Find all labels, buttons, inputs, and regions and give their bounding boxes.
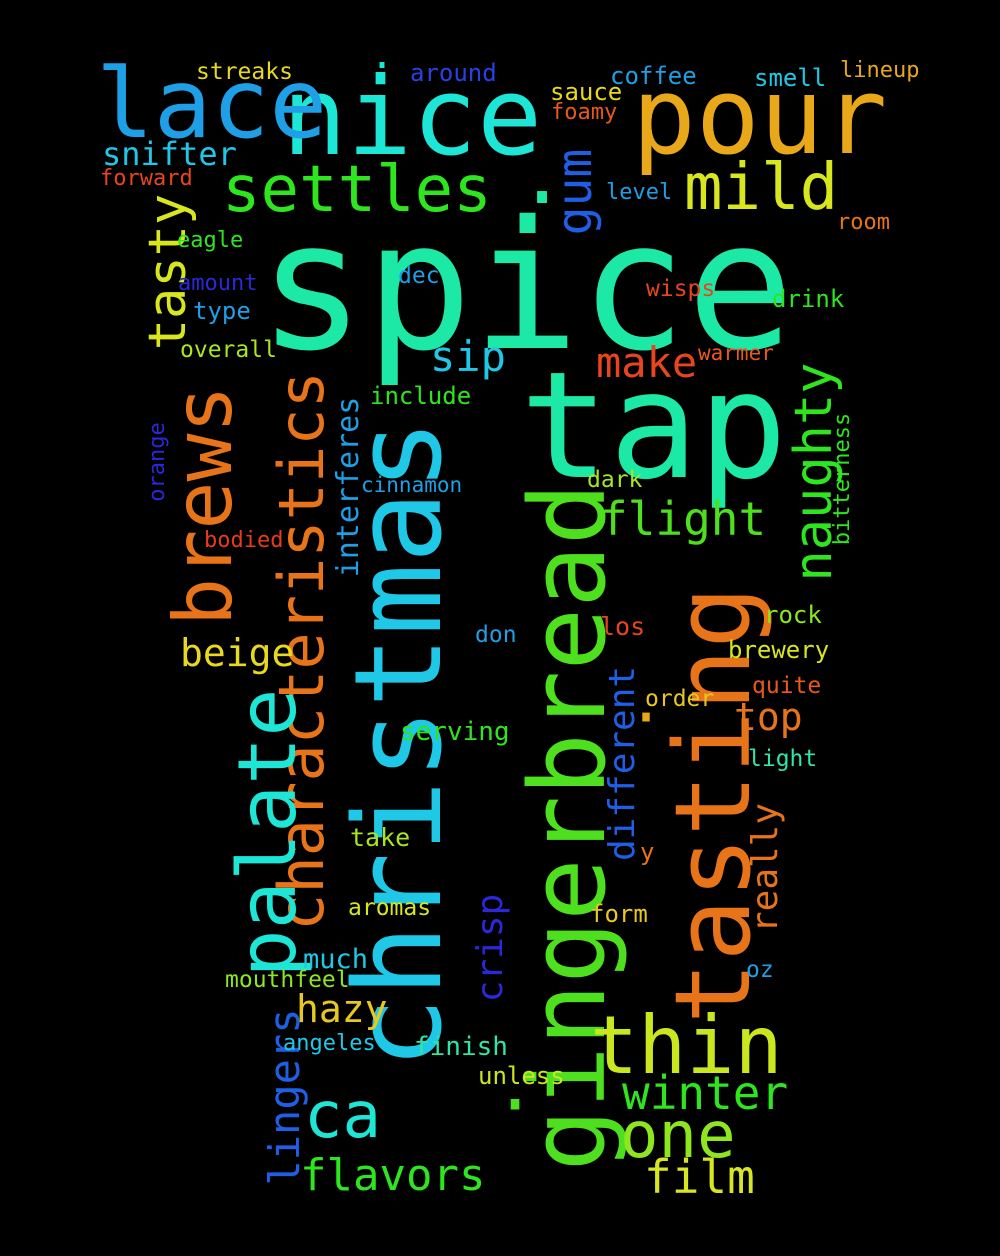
word-hazy: hazy xyxy=(296,987,388,1031)
word-flight: flight xyxy=(600,492,767,546)
word-dot-2: · xyxy=(518,151,567,244)
word-winter: winter xyxy=(622,1066,789,1120)
word-finish: finish xyxy=(414,1032,508,1062)
word-orange: orange xyxy=(145,422,170,502)
word-room: room xyxy=(837,210,890,235)
word-crisp: crisp xyxy=(470,893,511,1003)
word-beige: beige xyxy=(180,631,295,675)
word-nice: nice xyxy=(282,55,543,180)
word-film: film xyxy=(644,1150,755,1204)
word-serving: serving xyxy=(400,717,510,747)
word-form: form xyxy=(590,900,648,928)
word-oz: oz xyxy=(746,957,774,983)
word-cinnamon: cinnamon xyxy=(361,473,463,497)
word-dot-1: · xyxy=(370,43,395,89)
word-streaks: streaks xyxy=(196,59,293,85)
word-rock: rock xyxy=(764,601,822,629)
word-around: around xyxy=(410,59,497,87)
word-lingers: lingers xyxy=(260,1008,309,1186)
word-quite: quite xyxy=(752,673,822,699)
word-wisps: wisps xyxy=(646,276,716,302)
word-mild: mild xyxy=(684,151,839,225)
word-palate: palate xyxy=(221,688,314,978)
word-pour: pour xyxy=(632,55,888,178)
word-type: type xyxy=(193,297,251,325)
word-level: level xyxy=(606,180,673,205)
word-aromas: aromas xyxy=(348,895,432,921)
word-one: one xyxy=(620,1099,736,1173)
word-lineup: lineup xyxy=(840,58,920,83)
word-make: make xyxy=(596,338,698,387)
word-brewery: brewery xyxy=(728,636,830,664)
word-spice: spice xyxy=(258,183,794,390)
word-light: light xyxy=(748,746,818,772)
word-smell: smell xyxy=(754,64,827,92)
word-coffee: coffee xyxy=(610,62,697,90)
word-eagle: eagle xyxy=(177,228,244,253)
word-dark: dark xyxy=(587,467,643,493)
word-thin: thin xyxy=(590,999,783,1092)
word-don: don xyxy=(475,622,517,648)
word-bitterness: bitterness xyxy=(830,412,855,546)
word-dot-4: · xyxy=(494,1064,537,1146)
word-dot-3: · xyxy=(628,683,665,753)
word-angeles: angeles xyxy=(283,1031,376,1056)
word-amount: amount xyxy=(178,271,258,296)
word-ca: ca xyxy=(304,1079,382,1153)
word-much: much xyxy=(303,944,369,975)
word-bodied: bodied xyxy=(204,528,284,553)
word-overall: overall xyxy=(180,337,277,363)
word-dec: dec xyxy=(398,263,440,289)
word-order: order xyxy=(645,686,715,712)
word-los: los xyxy=(600,612,646,641)
word-forward: forward xyxy=(100,166,193,191)
word-include: include xyxy=(370,382,472,410)
word-sip: sip xyxy=(430,332,506,381)
word-really: really xyxy=(745,802,786,934)
word-top: top xyxy=(734,695,803,739)
word-y: y xyxy=(640,838,655,866)
word-drink: drink xyxy=(772,285,845,313)
word-brews: brews xyxy=(157,385,250,626)
word-take: take xyxy=(350,823,411,852)
word-interferes: interferes xyxy=(331,396,366,578)
word-settles: settles xyxy=(222,153,492,227)
word-flavors: flavors xyxy=(300,1150,486,1201)
word-lace: lace xyxy=(96,48,328,160)
word-unless: unless xyxy=(478,1062,565,1090)
word-snifter: snifter xyxy=(102,135,237,173)
word-warmer: warmer xyxy=(698,341,774,365)
word-foamy: foamy xyxy=(551,100,618,125)
word-sauce: sauce xyxy=(550,78,623,106)
word-tap: tap xyxy=(520,340,788,512)
word-mouthfeel: mouthfeel xyxy=(225,967,350,993)
